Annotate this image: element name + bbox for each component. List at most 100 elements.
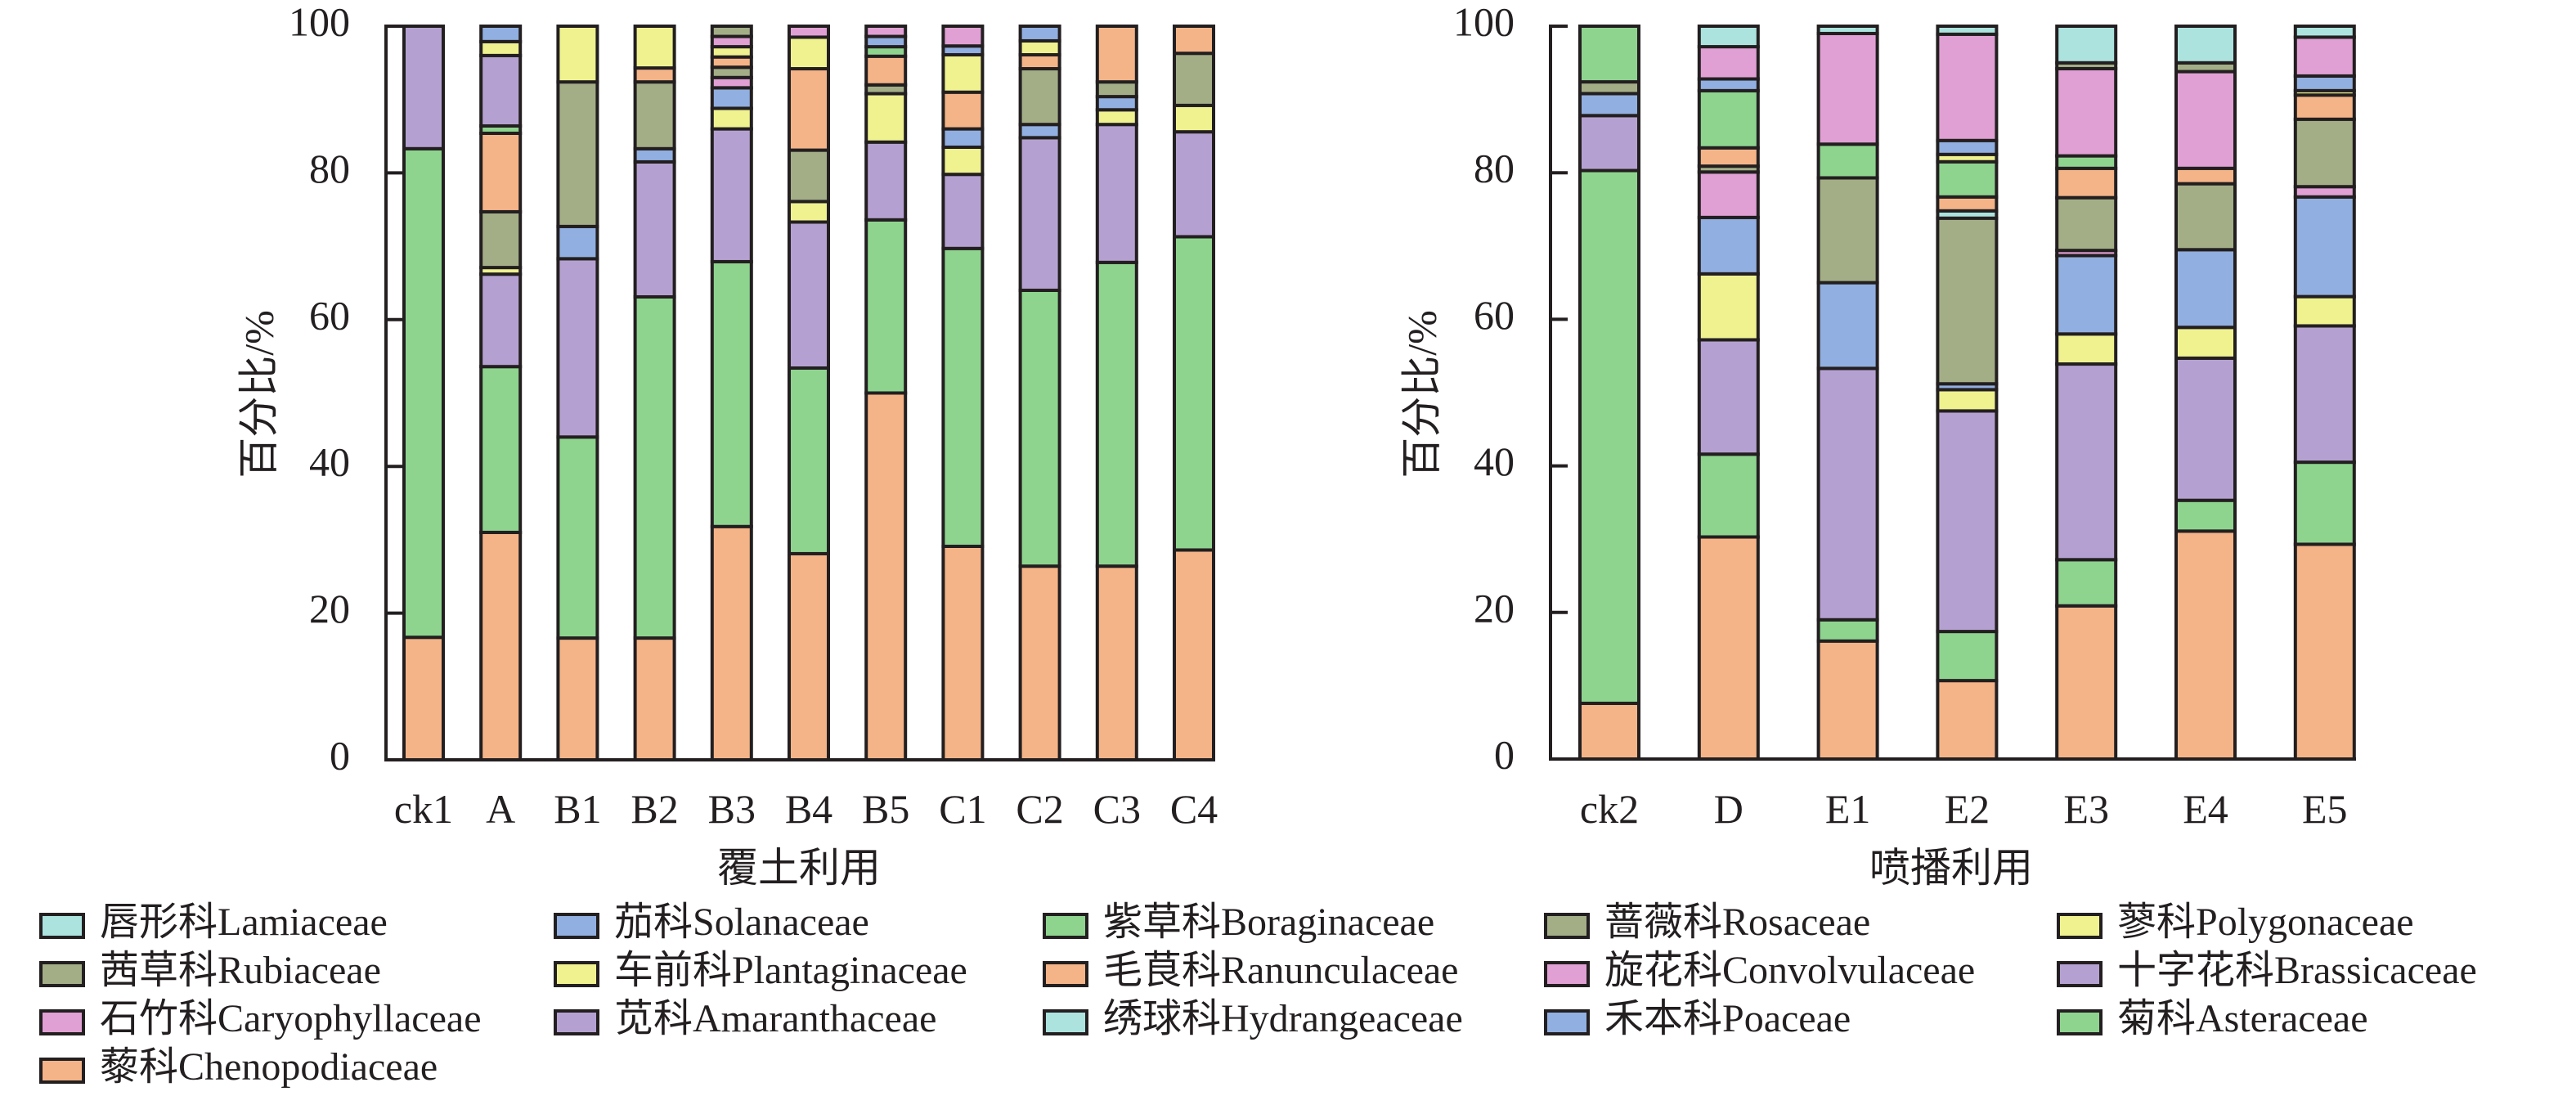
bar-B3 xyxy=(710,25,753,762)
legend-label: 唇形科Lamiaceae xyxy=(100,901,388,944)
legend-label: 茄科Solanaceae xyxy=(614,901,869,944)
bar-segment-convolvulaceae xyxy=(941,25,985,48)
bar-segment-plantaginaceae xyxy=(864,92,908,144)
bar-segment-chenopodiaceae xyxy=(2055,604,2118,761)
bar-segment-ranunculaceae xyxy=(2174,166,2237,186)
legend-label: 绣球科Hydrangeaceae xyxy=(1103,997,1463,1040)
bar-E5 xyxy=(2293,25,2356,761)
bar-segment-plantaginaceae xyxy=(2055,332,2118,366)
x-ticks: ck1 A B1 B2 B3 B4 B5 C1 C2 C3 C4 xyxy=(394,786,1218,832)
legend-item-polygonaceae: 蓼科Polygonaceae xyxy=(2057,901,2414,944)
x-tick-label: B4 xyxy=(785,786,832,832)
bar-segment-amaranthaceae xyxy=(710,127,753,263)
bar-E2 xyxy=(1936,25,1999,761)
legend-swatch xyxy=(2057,961,2103,987)
y-tick-label: 40 xyxy=(309,439,350,485)
x-tick-label: D xyxy=(1714,786,1744,832)
legend-label: 车前科Plantaginaceae xyxy=(614,949,967,992)
legend-swatch xyxy=(1544,961,1590,987)
bar-segment-asteraceae xyxy=(556,435,599,640)
bar-segment-plantaginaceae xyxy=(2293,294,2356,328)
legend-swatch xyxy=(1544,913,1590,939)
x-ticks: ck2 D E1 E2 E3 E4 E5 xyxy=(1580,786,2348,832)
bar-segment-ranunculaceae xyxy=(479,131,523,213)
x-tick-label: C3 xyxy=(1093,786,1141,832)
legend-swatch xyxy=(1043,961,1088,987)
bar-segment-solanaceae xyxy=(479,25,523,43)
bar-segment-amaranthaceae xyxy=(1816,366,1879,622)
bars xyxy=(1578,25,2356,761)
bar-segment-asteraceae xyxy=(1095,260,1138,568)
bar-segment-poaceae xyxy=(633,146,676,164)
bar-ck2 xyxy=(1578,25,1640,761)
bar-segment-asteraceae xyxy=(1936,630,1999,683)
bar-segment-plantaginaceae xyxy=(710,106,753,131)
bar-segment-amaranthaceae xyxy=(402,25,445,150)
bar-segment-asteraceae xyxy=(1816,618,1879,643)
legend-label: 菊科Asteraceae xyxy=(2117,997,2368,1040)
bar-segment-plantaginaceae xyxy=(1936,388,1999,413)
bar-segment-boraginaceae xyxy=(1936,159,1999,199)
bar-segment-boraginaceae xyxy=(1697,88,1760,150)
x-axis-title: 覆土利用 xyxy=(717,845,881,891)
bar-segment-poaceae xyxy=(1816,281,1879,371)
bar-segment-poaceae xyxy=(941,127,985,150)
bar-segment-chenopodiaceae xyxy=(788,551,830,761)
bar-segment-chenopodiaceae xyxy=(1095,564,1138,762)
bar-segment-rubiaceae xyxy=(1816,176,1879,285)
bar-segment-convolvulaceae xyxy=(2293,35,2356,78)
bar-segment-asteraceae xyxy=(2293,460,2356,546)
y-tick-label: 80 xyxy=(1474,146,1515,191)
legend-item-lamiaceae: 唇形科Lamiaceae xyxy=(39,901,388,944)
bar-segment-boraginaceae xyxy=(1578,25,1640,84)
x-tick-label: ck1 xyxy=(394,786,453,832)
bar-segment-poaceae xyxy=(2174,248,2237,330)
bar-segment-polygonaceae xyxy=(941,52,985,94)
bar-segment-solanaceae xyxy=(1018,25,1061,43)
bar-E4 xyxy=(2174,25,2237,761)
bar-segment-rubiaceae xyxy=(2055,195,2118,253)
bar-segment-convolvulaceae xyxy=(1697,45,1760,81)
bar-C2 xyxy=(1018,25,1061,762)
bar-segment-poaceae xyxy=(1018,123,1061,140)
legend-item-ranunculaceae: 毛茛科Ranunculaceae xyxy=(1043,949,1459,992)
bar-D xyxy=(1697,25,1760,761)
bar-segment-caryophyllaceae xyxy=(1697,170,1760,219)
bar-segment-asteraceae xyxy=(1697,452,1760,539)
bar-segment-ranunculaceae xyxy=(2293,93,2356,121)
bar-segment-rubiaceae xyxy=(1173,52,1215,107)
bar-segment-amaranthaceae xyxy=(788,220,830,371)
bar-C1 xyxy=(941,25,985,762)
legend-swatch xyxy=(2057,913,2103,939)
bar-segment-convolvulaceae xyxy=(1936,32,1999,142)
bar-segment-asteraceae xyxy=(1018,288,1061,568)
bar-segment-plantaginaceae xyxy=(1173,103,1215,134)
bar-segment-lamiaceae xyxy=(1936,25,1999,36)
legend-item-poaceae: 禾本科Poaceae xyxy=(1544,997,1851,1040)
y-tick-label: 0 xyxy=(1494,731,1515,777)
legend-label: 蔷薇科Rosaceae xyxy=(1604,901,1870,944)
legend-swatch xyxy=(39,961,85,987)
bar-segment-rubiaceae xyxy=(2293,117,2356,189)
y-tick-label: 80 xyxy=(309,146,350,191)
axes xyxy=(384,25,1214,761)
legend-swatch xyxy=(39,1009,85,1035)
legend-item-boraginaceae: 紫草科Boraginaceae xyxy=(1043,901,1434,944)
bar-segment-chenopodiaceae xyxy=(1173,548,1215,761)
bar-segment-solanaceae xyxy=(1697,77,1760,92)
legend-label: 旋花科Convolvulaceae xyxy=(1604,949,1975,992)
bar-ck1 xyxy=(402,25,445,761)
y-tick-label: 0 xyxy=(330,732,350,778)
bar-segment-polygonaceae xyxy=(479,39,523,57)
bar-segment-amaranthaceae xyxy=(633,159,676,299)
legend-swatch xyxy=(1544,1009,1590,1035)
bar-segment-convolvulaceae xyxy=(2055,66,2118,158)
bar-segment-rubiaceae xyxy=(556,80,599,228)
legend-swatch xyxy=(39,1058,85,1084)
legend-label: 禾本科Poaceae xyxy=(1604,997,1851,1040)
bar-segment-amaranthaceae xyxy=(1697,338,1760,456)
y-axis-title: 百分比/% xyxy=(1398,310,1444,478)
bar-segment-chenopodiaceae xyxy=(556,636,599,762)
bar-segment-chenopodiaceae xyxy=(2293,542,2356,761)
bar-segment-poaceae xyxy=(2055,254,2118,336)
